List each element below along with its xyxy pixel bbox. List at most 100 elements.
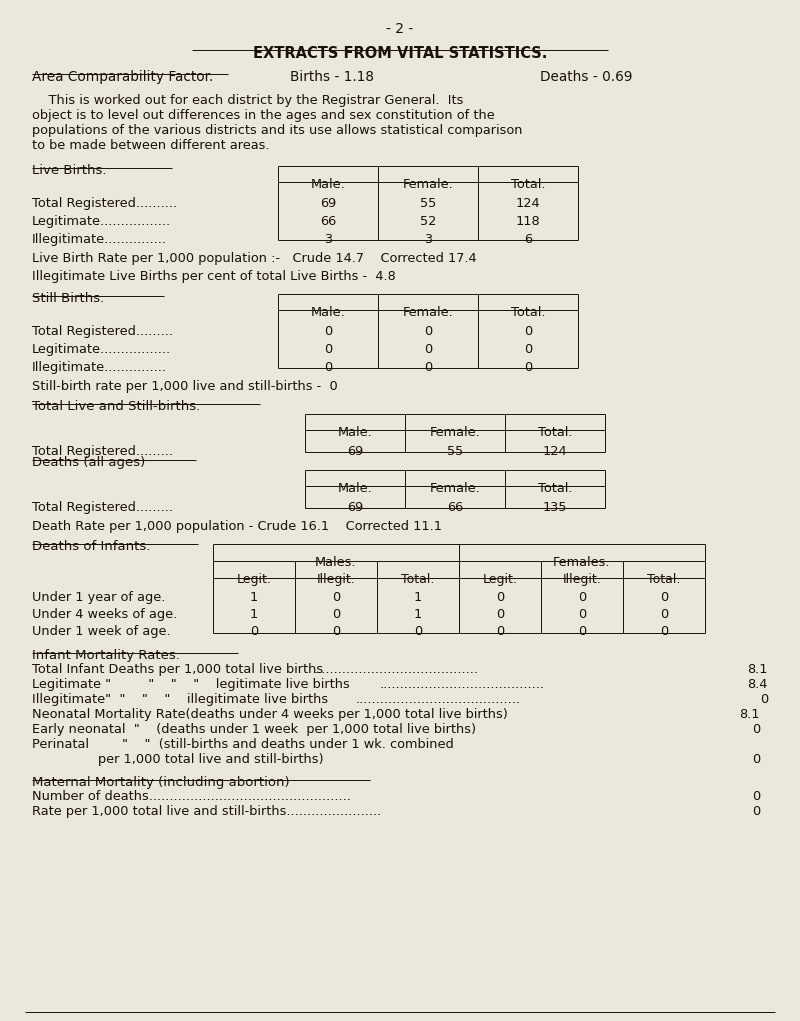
Text: Total Infant Deaths per 1,000 total live births: Total Infant Deaths per 1,000 total live… [32,663,323,676]
Text: 0: 0 [752,723,760,736]
Text: to be made between different areas.: to be made between different areas. [32,139,270,152]
Text: Neonatal Mortality Rate(deaths under 4 weeks per 1,000 total live births): Neonatal Mortality Rate(deaths under 4 w… [32,708,508,721]
Text: Live Births.: Live Births. [32,164,106,177]
Text: 0: 0 [752,753,760,766]
Text: Illegitimate"  "    "    "    illegitimate live births: Illegitimate" " " " illegitimate live bi… [32,693,328,706]
Text: 8.1: 8.1 [739,708,760,721]
Text: Female.: Female. [430,426,480,439]
Text: Male.: Male. [338,482,372,495]
Text: 1: 1 [414,607,422,621]
Text: Female.: Female. [402,306,454,319]
Text: 0: 0 [424,361,432,374]
Text: populations of the various districts and its use allows statistical comparison: populations of the various districts and… [32,124,522,137]
Text: 124: 124 [542,445,567,458]
Text: Female.: Female. [402,178,454,191]
Text: ........................................: ........................................ [314,663,479,676]
Text: 1: 1 [414,591,422,604]
Text: Rate per 1,000 total live and still-births.......................: Rate per 1,000 total live and still-birt… [32,805,382,818]
Text: Total.: Total. [402,573,434,586]
Text: Number of deaths.................................................: Number of deaths........................… [32,790,351,803]
Text: 0: 0 [524,325,532,338]
Text: Under 4 weeks of age.: Under 4 weeks of age. [32,607,178,621]
Text: 0: 0 [332,607,340,621]
Text: Illegitimate...............: Illegitimate............... [32,361,167,374]
Text: - 2 -: - 2 - [386,22,414,36]
Text: 66: 66 [447,501,463,514]
Text: 0: 0 [578,625,586,638]
Text: 0: 0 [414,625,422,638]
Text: Total Registered.........: Total Registered......... [32,325,173,338]
Text: Legitimate.................: Legitimate................. [32,215,171,228]
Text: Total.: Total. [510,306,546,319]
Text: 118: 118 [516,215,540,228]
Text: 0: 0 [324,343,332,356]
Text: 0: 0 [332,625,340,638]
Text: Legit.: Legit. [237,573,271,586]
Text: 135: 135 [542,501,567,514]
Text: 0: 0 [578,591,586,604]
Text: 55: 55 [447,445,463,458]
Text: 0: 0 [496,625,504,638]
Text: 0: 0 [424,343,432,356]
Text: Legitimate.................: Legitimate................. [32,343,171,356]
Text: 3: 3 [424,233,432,246]
Text: Legitimate "         "    "    "    legitimate live births: Legitimate " " " " legitimate live birth… [32,678,350,691]
Text: 0: 0 [660,591,668,604]
Text: 52: 52 [420,215,436,228]
Text: Deaths - 0.69: Deaths - 0.69 [540,70,633,84]
Text: 0: 0 [496,607,504,621]
Text: Illegitimate Live Births per cent of total Live Births -  4.8: Illegitimate Live Births per cent of tot… [32,270,396,283]
Text: Illegitimate...............: Illegitimate............... [32,233,167,246]
Text: 0: 0 [332,591,340,604]
Text: Under 1 year of age.: Under 1 year of age. [32,591,166,604]
Text: Live Birth Rate per 1,000 population :-   Crude 14.7    Corrected 17.4: Live Birth Rate per 1,000 population :- … [32,252,477,265]
Text: 0: 0 [660,625,668,638]
Text: Early neonatal  "    (deaths under 1 week  per 1,000 total live births): Early neonatal " (deaths under 1 week pe… [32,723,476,736]
Text: Infant Mortality Rates.: Infant Mortality Rates. [32,649,180,662]
Text: 6: 6 [524,233,532,246]
Text: 124: 124 [516,197,540,210]
Text: object is to level out differences in the ages and sex constitution of the: object is to level out differences in th… [32,109,494,121]
Text: Still Births.: Still Births. [32,292,104,305]
Text: Death Rate per 1,000 population - Crude 16.1    Corrected 11.1: Death Rate per 1,000 population - Crude … [32,520,442,533]
Text: Total.: Total. [510,178,546,191]
Text: ........................................: ........................................ [380,678,545,691]
Text: 69: 69 [347,501,363,514]
Text: 1: 1 [250,607,258,621]
Text: Male.: Male. [310,178,346,191]
Text: This is worked out for each district by the Registrar General.  Its: This is worked out for each district by … [32,94,463,107]
Text: 0: 0 [660,607,668,621]
Text: Legit.: Legit. [482,573,518,586]
Text: 0: 0 [524,361,532,374]
Text: 0: 0 [752,790,760,803]
Text: 55: 55 [420,197,436,210]
Text: Still-birth rate per 1,000 live and still-births -  0: Still-birth rate per 1,000 live and stil… [32,380,338,393]
Text: Male.: Male. [310,306,346,319]
Text: 1: 1 [250,591,258,604]
Text: 3: 3 [324,233,332,246]
Text: 0: 0 [250,625,258,638]
Text: Deaths (all ages): Deaths (all ages) [32,456,146,469]
Text: Illegit.: Illegit. [562,573,602,586]
Text: Total.: Total. [538,482,572,495]
Text: 0: 0 [752,805,760,818]
Text: Deaths of Infants.: Deaths of Infants. [32,540,150,553]
Text: per 1,000 total live and still-births): per 1,000 total live and still-births) [32,753,324,766]
Text: 0: 0 [424,325,432,338]
Text: Male.: Male. [338,426,372,439]
Text: 8.1: 8.1 [747,663,768,676]
Text: Total.: Total. [538,426,572,439]
Text: 0: 0 [324,325,332,338]
Text: Births - 1.18: Births - 1.18 [290,70,374,84]
Text: Total Registered..........: Total Registered.......... [32,197,177,210]
Text: Maternal Mortality (including abortion): Maternal Mortality (including abortion) [32,776,290,789]
Text: 69: 69 [320,197,336,210]
Text: ........................................: ........................................ [356,693,521,706]
Text: Females.: Females. [554,556,610,569]
Text: Total Live and Still-births.: Total Live and Still-births. [32,400,200,414]
Text: Illegit.: Illegit. [317,573,355,586]
Text: Area Comparability Factor.: Area Comparability Factor. [32,70,214,84]
Text: 0: 0 [324,361,332,374]
Text: 0: 0 [496,591,504,604]
Text: Total Registered.........: Total Registered......... [32,445,173,458]
